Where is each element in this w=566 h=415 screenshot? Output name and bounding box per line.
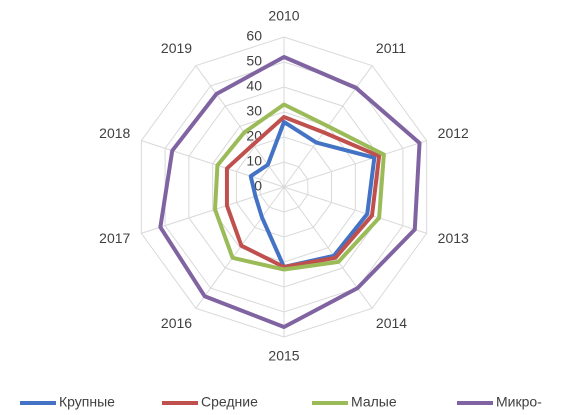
category-label: 2011 [376, 40, 406, 56]
category-label: 2010 [268, 8, 299, 24]
r-tick-label: 50 [246, 53, 262, 69]
category-label: 2012 [438, 125, 469, 141]
category-label: 2015 [268, 348, 299, 364]
series-line [158, 55, 422, 329]
legend-label: Средние [201, 394, 258, 410]
spoke [195, 186, 285, 309]
r-tick-label: 0 [254, 178, 262, 194]
r-tick-label: 30 [246, 103, 262, 119]
series-line [213, 102, 386, 272]
category-label: 2019 [161, 40, 192, 56]
legend-label: Крупные [59, 394, 115, 410]
r-tick-label: 40 [246, 78, 262, 94]
category-label: 2017 [99, 230, 130, 246]
legend-label: Малые [351, 394, 397, 410]
spoke [195, 65, 285, 188]
category-label: 2016 [161, 315, 192, 331]
spoke [283, 186, 427, 234]
category-label: 2013 [438, 230, 469, 246]
r-tick-label: 10 [246, 153, 262, 169]
r-tick-label: 60 [246, 28, 262, 44]
spoke [283, 140, 427, 188]
spoke [283, 186, 373, 309]
spoke [141, 186, 285, 234]
spoke [141, 140, 285, 188]
category-label: 2018 [99, 125, 130, 141]
series-line [224, 115, 382, 269]
category-label: 2014 [376, 315, 407, 331]
legend-label: Микро- [496, 394, 542, 410]
